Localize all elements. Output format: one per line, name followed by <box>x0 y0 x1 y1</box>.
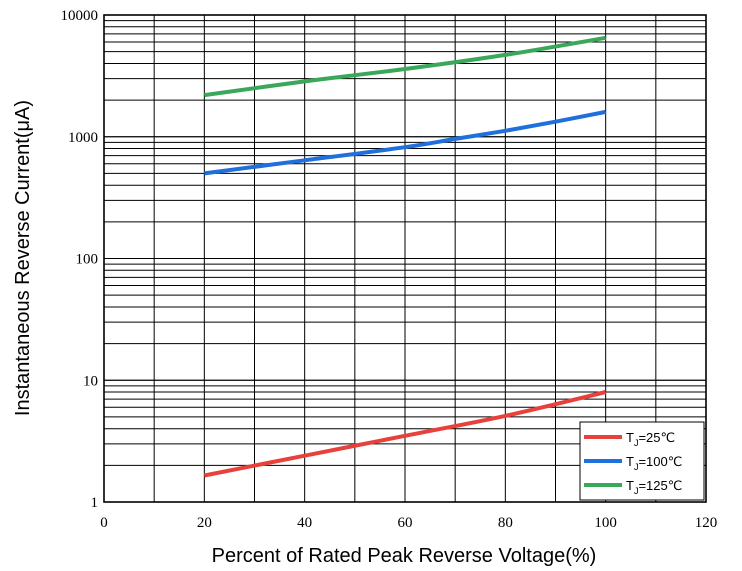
series-line-2 <box>204 35 607 98</box>
y-axis-title: Instantaneous Reverse Current(μA) <box>12 100 34 416</box>
y-tick-label: 100 <box>76 252 99 268</box>
legend-label: TJ=125℃ <box>626 478 682 496</box>
legend-label: TJ=100℃ <box>626 454 682 472</box>
x-tick-label: 40 <box>297 515 312 531</box>
x-tick-label: 80 <box>498 515 513 531</box>
y-tick-label: 10000 <box>61 8 99 24</box>
x-tick-label: 120 <box>695 515 718 531</box>
legend: TJ=25℃ TJ=100℃ TJ=125℃ <box>579 421 705 501</box>
legend-label: TJ=25℃ <box>626 430 675 448</box>
x-tick-label: 100 <box>594 515 617 531</box>
y-tick-label: 10 <box>83 373 98 389</box>
series-line-0 <box>203 390 607 478</box>
x-tick-label: 0 <box>100 515 108 531</box>
y-tick-label: 1000 <box>68 130 98 146</box>
series-line-1 <box>204 109 607 176</box>
y-tick-label: 1 <box>91 495 99 511</box>
x-tick-label: 20 <box>197 515 212 531</box>
series-lines <box>203 35 607 478</box>
x-tick-label: 60 <box>398 515 413 531</box>
plot-frame <box>103 14 707 503</box>
x-axis-title: Percent of Rated Peak Reverse Voltage(%) <box>212 545 597 567</box>
